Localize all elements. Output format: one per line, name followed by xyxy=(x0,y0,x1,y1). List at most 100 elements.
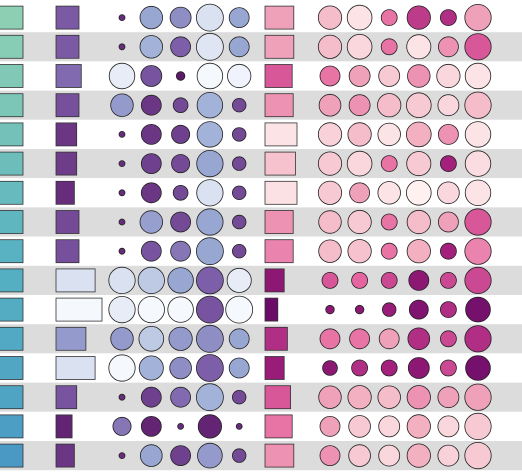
bubbles1-circle xyxy=(177,422,185,430)
col1-bar xyxy=(0,122,24,147)
bubbles1-circle xyxy=(139,210,164,234)
bubbles1-circle xyxy=(172,185,189,201)
bubbles1-circle xyxy=(140,386,162,408)
bubbles1-circle xyxy=(231,185,247,201)
bubbles2-circle xyxy=(464,208,492,236)
col2-bar xyxy=(55,151,78,176)
bubbles2-circle xyxy=(354,304,365,315)
col1-bar xyxy=(0,414,24,439)
bubbles1-circle xyxy=(227,63,252,89)
bubbles1-circle xyxy=(138,355,164,381)
bubbles2-circle xyxy=(346,34,373,60)
bubbles2-circle xyxy=(321,271,339,289)
bubbles1-circle xyxy=(118,452,126,460)
bubbles2-circle xyxy=(317,180,343,205)
row-band xyxy=(0,178,522,208)
bubbles2-circle xyxy=(439,242,457,260)
bubbles1-circle xyxy=(228,328,250,350)
col3-bar xyxy=(264,151,296,176)
bubbles1-circle xyxy=(108,266,136,294)
bubbles2-circle xyxy=(347,122,372,147)
bubbles2-circle xyxy=(318,93,342,117)
chart-marks xyxy=(0,3,492,470)
bubbles1-circle xyxy=(195,354,224,382)
bubbles2-circle xyxy=(464,325,492,353)
bubbles2-circle xyxy=(439,301,457,319)
bubbles1-circle xyxy=(197,414,222,439)
bubbles2-circle xyxy=(464,62,492,90)
bubbles2-circle xyxy=(464,179,492,207)
bubbles1-circle xyxy=(118,393,126,401)
bubbles1-circle xyxy=(168,326,193,351)
col2-bar xyxy=(55,122,78,147)
bubbles1-circle xyxy=(170,240,192,262)
col2-bar xyxy=(55,5,80,30)
row-band xyxy=(0,441,522,471)
bubbles2-circle xyxy=(325,304,335,315)
bubbles2-circle xyxy=(465,296,491,323)
bubbles1-circle xyxy=(139,35,164,59)
row-band xyxy=(0,207,522,237)
row-band xyxy=(0,32,522,62)
col3-bar xyxy=(264,356,285,380)
bubbles2-circle xyxy=(348,444,371,467)
col3-bar xyxy=(264,210,294,234)
bubbles1-circle xyxy=(171,154,191,174)
bubbles1-circle xyxy=(167,296,194,323)
bubbles2-circle xyxy=(439,359,457,377)
bubbles2-circle xyxy=(380,155,398,173)
bubbles1-circle xyxy=(170,211,192,233)
bubbles1-circle xyxy=(231,390,247,405)
bubbles2-circle xyxy=(406,385,431,410)
bubbles2-circle xyxy=(464,441,492,470)
bubbles2-circle xyxy=(319,65,341,87)
row-band xyxy=(0,119,522,149)
col3-bar xyxy=(264,385,292,410)
bubbles2-circle xyxy=(406,443,431,468)
bubbles1-circle xyxy=(231,214,247,230)
row-bands xyxy=(0,3,522,471)
col3-bar xyxy=(264,122,298,147)
bubbles2-circle xyxy=(408,299,429,320)
bubbles2-circle xyxy=(437,211,459,233)
bubbles2-circle xyxy=(348,65,371,87)
bubbles1-circle xyxy=(169,356,192,380)
bubbles1-circle xyxy=(195,32,224,61)
col2-bar xyxy=(55,356,96,380)
bubbles2-circle xyxy=(464,4,492,32)
bubbles2-circle xyxy=(317,5,343,30)
bubbles1-circle xyxy=(118,130,126,138)
bubbles1-circle xyxy=(110,93,134,117)
bubbles2-circle xyxy=(406,5,431,30)
bubbles1-circle xyxy=(195,383,224,412)
row-band xyxy=(0,324,522,354)
col3-bar xyxy=(264,326,288,351)
col3-bar xyxy=(264,443,295,468)
bubbles2-circle xyxy=(317,34,343,59)
bubbles2-circle xyxy=(347,209,372,235)
bubbles2-circle xyxy=(380,359,398,377)
bubbles1-circle xyxy=(140,415,162,437)
bubbles2-circle xyxy=(436,63,461,89)
bubbles2-circle xyxy=(464,150,492,177)
bubbles2-circle xyxy=(380,9,398,27)
bubbles1-circle xyxy=(140,182,162,204)
bubbles1-circle xyxy=(118,160,126,168)
bubbles1-circle xyxy=(140,153,162,175)
bubbles2-circle xyxy=(380,271,398,289)
bubbles2-circle xyxy=(464,33,492,61)
col3-bar xyxy=(264,297,279,322)
bubbles1-circle xyxy=(195,3,224,32)
col1-bar xyxy=(0,443,24,468)
bubbles2-circle xyxy=(406,151,432,177)
col2-bar xyxy=(55,34,80,59)
bubbles1-circle xyxy=(228,7,250,29)
bubbles2-circle xyxy=(406,414,431,439)
bubbles1-circle xyxy=(137,266,165,294)
col2-bar xyxy=(55,443,75,468)
row-band xyxy=(0,3,522,33)
bubbles1-circle xyxy=(195,237,224,266)
bubbles1-circle xyxy=(231,156,247,171)
bubbles2-circle xyxy=(378,65,401,87)
bubbles2-circle xyxy=(348,94,371,117)
